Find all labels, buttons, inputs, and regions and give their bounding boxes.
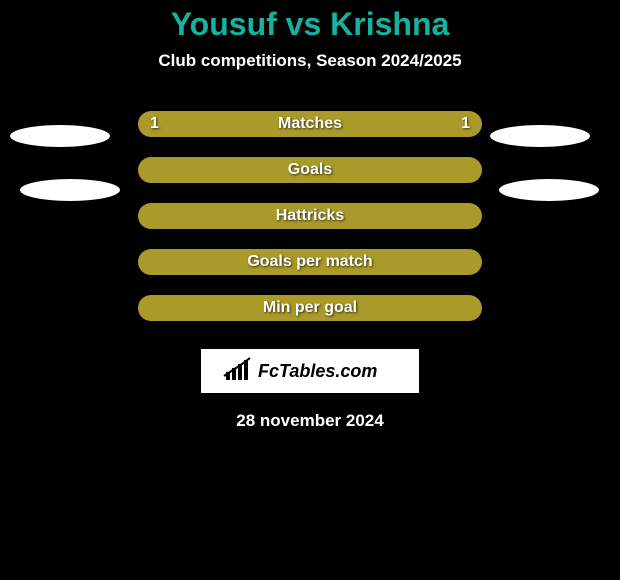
stat-label: Min per goal (138, 299, 482, 317)
page-subtitle: Club competitions, Season 2024/2025 (0, 51, 620, 71)
player-right-ellipse-2 (499, 179, 599, 201)
fctables-logo: FcTables.com (220, 356, 400, 386)
stat-bar: 1 Matches 1 (138, 111, 482, 137)
stat-bar: Hattricks (138, 203, 482, 229)
logo-text: FcTables.com (258, 361, 377, 381)
stat-label: Matches (138, 115, 482, 133)
stat-row-goals-per-match: Goals per match (0, 239, 620, 285)
right-value: 1 (461, 111, 470, 137)
stat-row-min-per-goal: Min per goal (0, 285, 620, 331)
stat-bar: Goals (138, 157, 482, 183)
player-left-ellipse-1 (10, 125, 110, 147)
page-date: 28 november 2024 (0, 411, 620, 431)
fctables-logo-box: FcTables.com (201, 349, 419, 393)
page-title: Yousuf vs Krishna (0, 0, 620, 43)
player-left-ellipse-2 (20, 179, 120, 201)
stat-bar: Goals per match (138, 249, 482, 275)
stat-label: Goals per match (138, 253, 482, 271)
player-right-ellipse-1 (490, 125, 590, 147)
stat-bar: Min per goal (138, 295, 482, 321)
left-value: 1 (150, 111, 159, 137)
stat-label: Hattricks (138, 207, 482, 225)
stat-label: Goals (138, 161, 482, 179)
